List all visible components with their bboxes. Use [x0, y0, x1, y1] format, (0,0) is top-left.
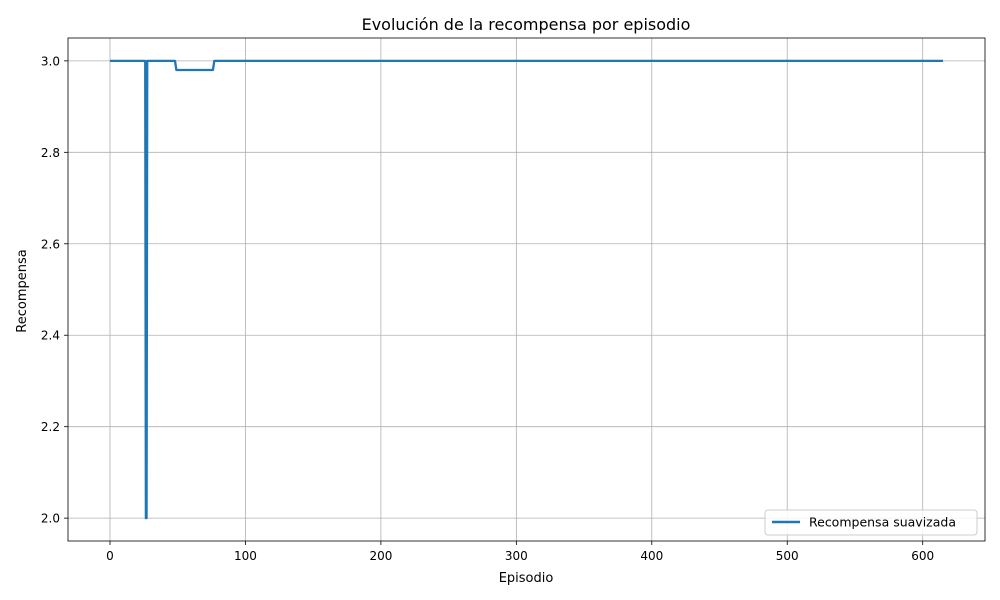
plot-frame [67, 37, 986, 542]
y-axis-label: Recompensa [15, 249, 30, 332]
y-axis-ticks: 2.0 2.2 2.4 2.6 2.8 3.0 [41, 54, 68, 526]
y-tick-label: 2.6 [41, 237, 60, 251]
x-tick-label: 300 [505, 549, 528, 563]
x-axis-ticks: 0 100 200 300 400 500 600 [106, 541, 934, 563]
legend-label: Recompensa suavizada [809, 515, 956, 530]
x-tick-label: 600 [911, 549, 934, 563]
x-tick-label: 100 [234, 549, 257, 563]
grid-lines [68, 38, 985, 541]
chart-title: Evolución de la recompensa por episodio [362, 15, 691, 34]
legend: Recompensa suavizada [764, 509, 978, 536]
x-axis-label: Episodio [499, 571, 554, 586]
x-tick-label: 0 [106, 549, 114, 563]
x-tick-label: 400 [640, 549, 663, 563]
y-tick-label: 2.4 [41, 329, 60, 343]
x-tick-label: 500 [776, 549, 799, 563]
x-tick-label: 200 [369, 549, 392, 563]
legend-box [764, 509, 978, 536]
series-line [109, 59, 944, 520]
series-group [109, 59, 944, 520]
y-tick-label: 2.2 [41, 420, 60, 434]
y-tick-label: 2.0 [41, 512, 60, 526]
y-tick-label: 2.8 [41, 146, 60, 160]
y-tick-label: 3.0 [41, 54, 60, 68]
